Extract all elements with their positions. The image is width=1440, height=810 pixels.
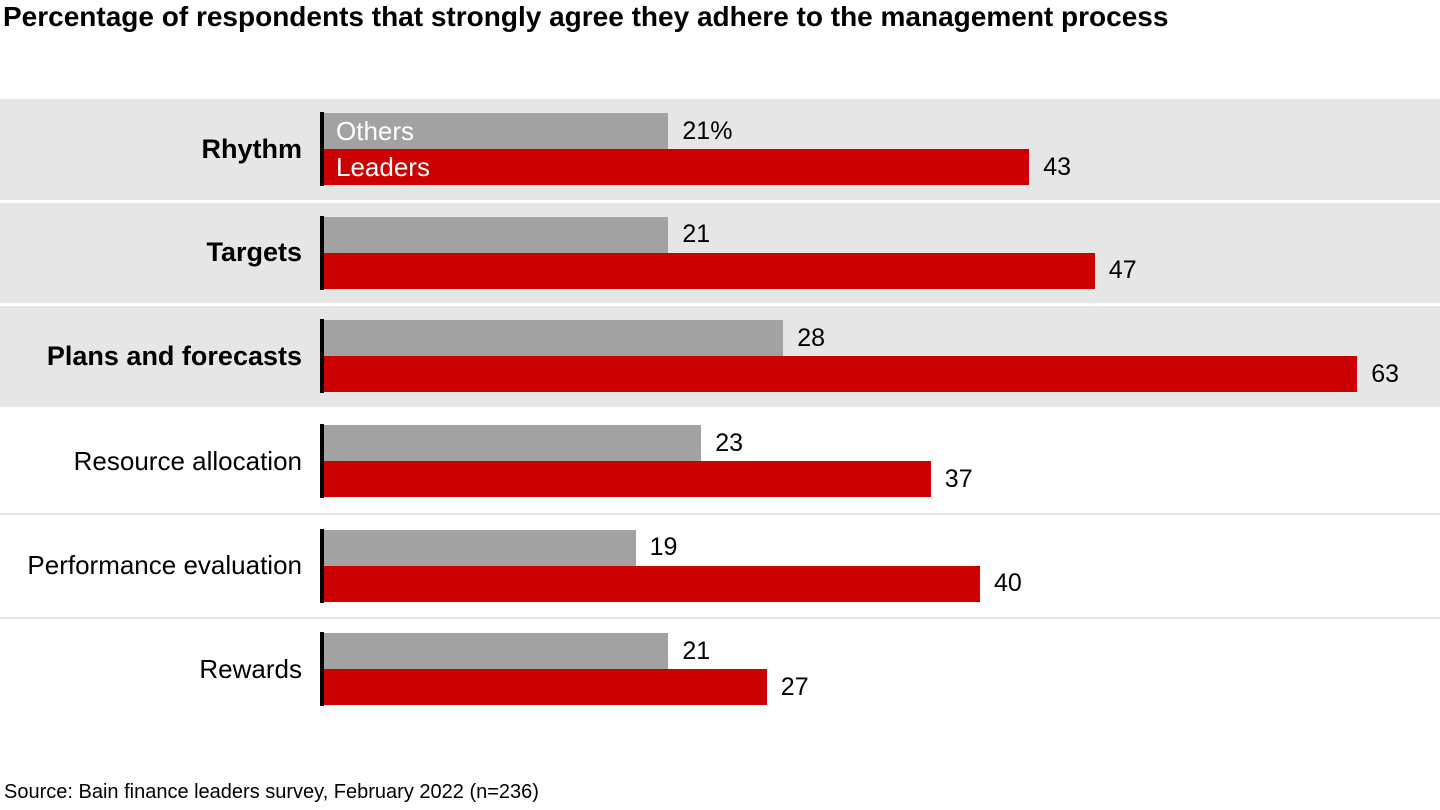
others-bar: [324, 216, 669, 253]
others-bar-line: 23: [324, 425, 1440, 462]
leaders-bar-line: 40: [324, 565, 1440, 602]
leaders-bar-line: 47: [324, 252, 1440, 289]
row-plot: Others 21% Leaders 43: [320, 99, 1440, 200]
row-plot: 28 63: [320, 306, 1440, 407]
chart-row: Resource allocation 23 37: [0, 410, 1440, 514]
leaders-value-label: 63: [1371, 359, 1399, 388]
chart-row: Targets 21 47: [0, 202, 1440, 306]
source-note: Source: Bain finance leaders survey, Feb…: [4, 781, 539, 803]
chart-row: Rhythm Others 21% Leaders 43: [0, 99, 1440, 203]
category-label: Plans and forecasts: [46, 340, 302, 371]
category-label: Rewards: [199, 653, 302, 684]
others-bar: [324, 633, 669, 670]
row-plot: 21 47: [320, 203, 1440, 304]
others-bar: Others: [324, 113, 669, 150]
axis-line: [320, 424, 324, 499]
category-label: Resource allocation: [73, 445, 302, 476]
leaders-bar: [324, 252, 1095, 289]
leaders-bar: [324, 356, 1358, 393]
others-value-label: 21: [682, 636, 711, 665]
category-label: Performance evaluation: [27, 550, 302, 581]
leaders-bar-line: 27: [324, 669, 1440, 706]
page-title: Percentage of respondents that strongly …: [3, 1, 1169, 32]
leaders-bar: [324, 565, 980, 602]
leaders-bar-line: 37: [324, 461, 1440, 498]
leaders-value-label: 47: [1108, 256, 1137, 285]
others-bar-line: 21: [324, 633, 1440, 670]
leaders-value-label: 37: [944, 464, 973, 493]
bar-chart: Rhythm Others 21% Leaders 43 Targets: [0, 99, 1440, 720]
series-label-others: Others: [336, 115, 415, 146]
leaders-value-label: 27: [780, 672, 809, 701]
others-value-label: 28: [797, 323, 825, 352]
others-bar-line: 19: [324, 529, 1440, 566]
chart-row: Performance evaluation 19 40: [0, 513, 1440, 617]
others-bar-line: 28: [324, 320, 1440, 357]
leaders-bar: [324, 461, 931, 498]
category-label: Targets: [206, 237, 302, 268]
others-bar: [324, 320, 784, 357]
others-value-label: 19: [649, 533, 678, 562]
others-value-label: 23: [715, 428, 743, 457]
leaders-value-label: 43: [1043, 152, 1071, 181]
leaders-bar: Leaders: [324, 149, 1030, 186]
leaders-bar-line: 63: [324, 356, 1440, 393]
others-bar: [324, 425, 702, 462]
others-bar-line: Others 21%: [324, 113, 1440, 150]
leaders-bar: [324, 669, 767, 706]
series-label-leaders: Leaders: [336, 151, 430, 182]
axis-line: [320, 632, 324, 707]
leaders-bar-line: Leaders 43: [324, 149, 1440, 186]
others-value-label: 21: [682, 220, 711, 249]
axis-line: [320, 319, 324, 394]
others-value-label: 21%: [682, 116, 733, 145]
leaders-value-label: 40: [994, 569, 1022, 598]
others-bar: [324, 529, 636, 566]
chart-row: Rewards 21 27: [0, 616, 1440, 721]
category-label: Rhythm: [201, 133, 303, 164]
row-plot: 19 40: [320, 515, 1440, 617]
others-bar-line: 21: [324, 216, 1440, 253]
axis-line: [320, 112, 324, 187]
axis-line: [320, 215, 324, 290]
row-plot: 21 27: [320, 619, 1440, 721]
row-plot: 23 37: [320, 410, 1440, 514]
chart-row: Plans and forecasts 28 63: [0, 306, 1440, 410]
axis-line: [320, 528, 324, 603]
